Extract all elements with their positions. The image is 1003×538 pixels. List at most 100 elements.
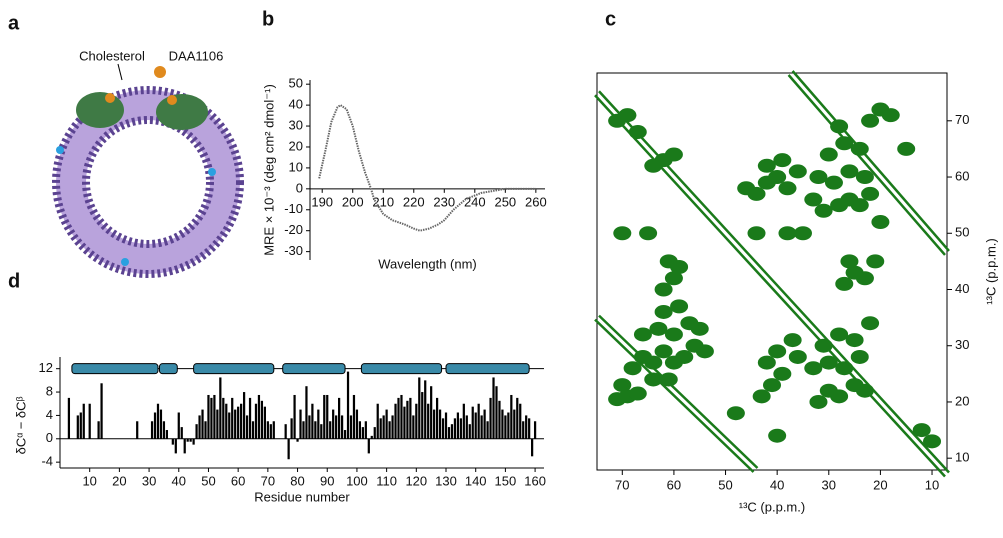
x-tick-label: 70 <box>615 477 629 492</box>
bar <box>435 397 439 439</box>
annotation: Cholesterol <box>79 48 145 63</box>
bar <box>293 394 296 439</box>
diagonal <box>787 74 946 256</box>
x-tick-label: 40 <box>770 477 784 492</box>
bar <box>332 409 335 439</box>
bar <box>522 421 525 439</box>
bar <box>364 421 367 439</box>
protein <box>76 92 124 128</box>
helix <box>193 363 275 375</box>
bar <box>234 409 237 439</box>
bar <box>501 409 504 439</box>
bar <box>516 397 519 439</box>
y-tick-label: 70 <box>955 112 969 127</box>
bar <box>471 406 474 439</box>
peak <box>675 349 694 364</box>
bar <box>254 403 258 439</box>
bar <box>504 415 507 439</box>
bar <box>159 409 163 439</box>
bar <box>153 412 157 439</box>
bar <box>358 421 362 439</box>
y-tick-label: 50 <box>955 225 969 240</box>
peak <box>835 276 854 291</box>
x-tick-label: 50 <box>201 473 215 488</box>
bar <box>444 412 448 439</box>
bar <box>338 397 341 439</box>
bar <box>136 421 139 439</box>
x-tick-label: 190 <box>311 194 333 209</box>
x-tick-label: 160 <box>524 473 546 488</box>
peak <box>763 378 781 393</box>
peak <box>824 175 843 190</box>
bar <box>180 427 183 439</box>
y-axis-label: MRE × 10⁻³ (deg cm² dmol⁻¹) <box>261 84 276 256</box>
bar <box>302 421 305 439</box>
peak <box>850 198 869 213</box>
helix <box>360 363 443 375</box>
peak <box>613 378 632 393</box>
y-axis-label: ¹³C (p.p.m.) <box>983 238 998 304</box>
bar <box>427 403 430 439</box>
bar <box>97 421 100 439</box>
peak <box>835 136 854 151</box>
bar <box>245 415 249 439</box>
ligand <box>154 66 166 78</box>
bar <box>474 412 477 439</box>
peak <box>654 344 673 359</box>
peak <box>861 113 880 128</box>
y-tick-label: 30 <box>289 117 303 132</box>
peak <box>788 164 807 179</box>
spectrum-line <box>318 103 536 232</box>
peak <box>633 327 652 342</box>
peak <box>644 355 663 370</box>
peak <box>628 386 647 401</box>
bar <box>403 406 406 439</box>
bar <box>198 415 201 439</box>
peak <box>628 125 647 140</box>
x-tick-label: 20 <box>873 477 887 492</box>
peak <box>814 203 833 218</box>
bar <box>76 415 79 439</box>
bar <box>400 394 403 439</box>
bar <box>201 409 204 439</box>
y-tick-label: 30 <box>955 337 969 352</box>
peak <box>639 226 658 241</box>
helix <box>445 363 530 375</box>
bar <box>165 430 169 439</box>
bar <box>177 412 180 439</box>
bar <box>290 418 293 439</box>
bar <box>269 424 272 439</box>
x-tick-label: 100 <box>346 473 368 488</box>
bar <box>510 394 513 439</box>
peak <box>830 327 849 342</box>
x-tick-label: 90 <box>320 473 334 488</box>
y-tick-label: 12 <box>39 360 53 375</box>
bar <box>329 421 332 439</box>
bar <box>150 421 154 439</box>
y-tick-label: 10 <box>955 450 969 465</box>
x-tick-label: 20 <box>112 473 126 488</box>
peak <box>778 181 797 196</box>
bar <box>82 403 85 439</box>
x-tick-label: 200 <box>342 194 364 209</box>
peak <box>850 349 869 364</box>
peak <box>670 299 689 314</box>
y-tick-label: -4 <box>41 454 53 469</box>
bar <box>424 380 427 439</box>
diagonal <box>598 314 759 469</box>
peak <box>819 147 838 162</box>
bar <box>156 403 160 439</box>
peak <box>618 108 637 123</box>
bar <box>361 427 364 439</box>
bar <box>486 421 489 439</box>
y-tick-label: 10 <box>289 159 303 174</box>
bar <box>433 409 436 439</box>
peak <box>871 215 890 230</box>
y-tick-label: 8 <box>46 383 53 398</box>
bar <box>240 403 243 439</box>
bar <box>299 409 302 439</box>
y-tick-label: 4 <box>46 407 53 422</box>
bar <box>450 424 454 439</box>
x-tick-label: 130 <box>435 473 457 488</box>
